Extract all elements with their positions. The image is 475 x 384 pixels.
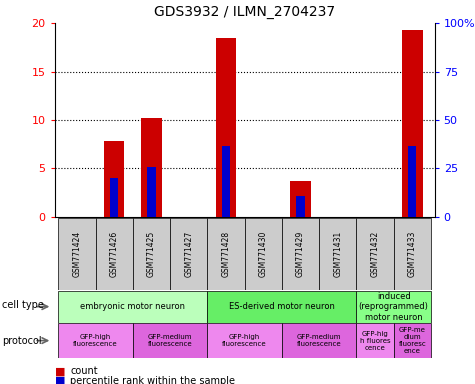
Bar — [58, 291, 208, 323]
Bar — [356, 218, 394, 290]
Bar — [141, 118, 162, 217]
Bar — [208, 218, 245, 290]
Bar — [170, 218, 208, 290]
Text: GFP-me
dium
fluoresc
ence: GFP-me dium fluoresc ence — [399, 327, 426, 354]
Bar — [216, 38, 236, 217]
Bar — [290, 181, 311, 217]
Text: protocol: protocol — [2, 336, 42, 346]
Bar — [319, 218, 356, 290]
Text: GSM771432: GSM771432 — [370, 231, 380, 277]
Bar — [104, 141, 124, 217]
Title: GDS3932 / ILMN_2704237: GDS3932 / ILMN_2704237 — [154, 5, 335, 19]
Text: induced
(reprogrammed)
motor neuron: induced (reprogrammed) motor neuron — [359, 292, 428, 321]
Bar — [110, 178, 118, 217]
Text: GFP-hig
h fluores
cence: GFP-hig h fluores cence — [360, 331, 390, 351]
Text: GSM771426: GSM771426 — [110, 231, 119, 277]
Text: percentile rank within the sample: percentile rank within the sample — [70, 376, 235, 384]
Text: GFP-high
fluorescence: GFP-high fluorescence — [73, 334, 118, 347]
Text: embryonic motor neuron: embryonic motor neuron — [80, 302, 185, 311]
Bar — [282, 218, 319, 290]
Bar — [296, 195, 304, 217]
Text: ES-derived motor neuron: ES-derived motor neuron — [229, 302, 335, 311]
Bar — [282, 323, 356, 358]
Bar — [222, 146, 230, 217]
Text: count: count — [70, 366, 98, 376]
Text: GFP-medium
fluorescence: GFP-medium fluorescence — [297, 334, 342, 347]
Bar — [208, 323, 282, 358]
Text: GSM771425: GSM771425 — [147, 231, 156, 277]
Bar — [147, 167, 156, 217]
Bar — [208, 291, 356, 323]
Bar — [356, 323, 394, 358]
Text: GSM771433: GSM771433 — [408, 231, 417, 277]
Text: GFP-medium
fluorescence: GFP-medium fluorescence — [148, 334, 192, 347]
Bar — [133, 218, 170, 290]
Text: ■: ■ — [55, 376, 65, 384]
Text: GSM771430: GSM771430 — [259, 231, 268, 277]
Bar — [133, 323, 208, 358]
Text: GSM771427: GSM771427 — [184, 231, 193, 277]
Bar — [245, 218, 282, 290]
Bar — [402, 30, 423, 217]
Text: GSM771429: GSM771429 — [296, 231, 305, 277]
Text: GFP-high
fluorescence: GFP-high fluorescence — [222, 334, 267, 347]
Text: cell type: cell type — [2, 300, 44, 310]
Text: GSM771431: GSM771431 — [333, 231, 342, 277]
Text: GSM771424: GSM771424 — [73, 231, 82, 277]
Bar — [408, 146, 417, 217]
Bar — [95, 218, 133, 290]
Bar — [356, 291, 431, 323]
Text: ■: ■ — [55, 366, 65, 376]
Bar — [394, 323, 431, 358]
Bar — [58, 323, 133, 358]
Bar — [394, 218, 431, 290]
Bar — [58, 218, 95, 290]
Text: GSM771428: GSM771428 — [221, 231, 230, 277]
